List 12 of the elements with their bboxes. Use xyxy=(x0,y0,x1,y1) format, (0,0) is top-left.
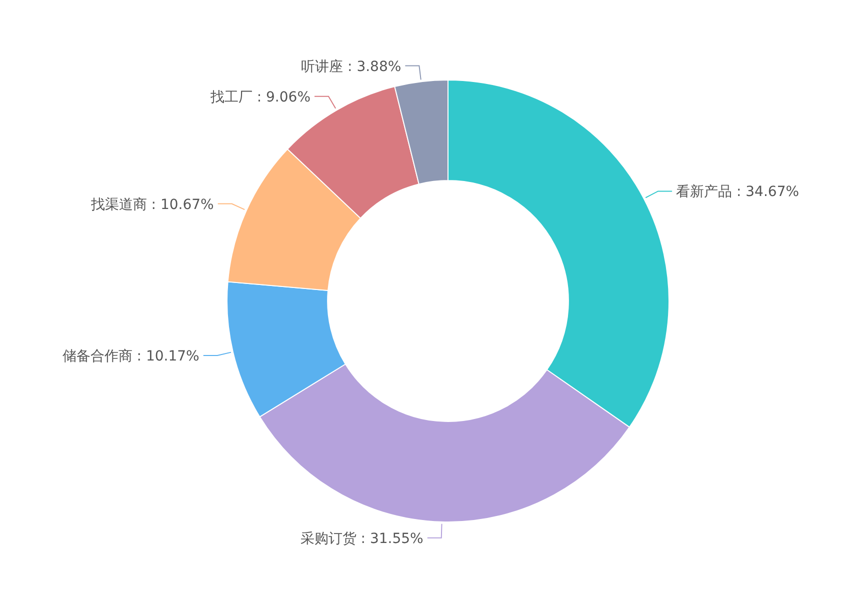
slice-label: 看新产品 xyxy=(676,184,732,200)
slice-label: 找渠道商 xyxy=(90,196,147,213)
data-label: : 31.55% xyxy=(356,530,424,547)
data-label: : 34.67% xyxy=(732,184,800,200)
slice-label: 听讲座 xyxy=(301,58,344,75)
data-label: : 3.88% xyxy=(343,58,402,75)
slice-label: 找工厂 xyxy=(209,89,252,106)
data-label: : 10.67% xyxy=(146,196,214,213)
slice-label: 储备合作商 xyxy=(62,348,132,365)
slice-label: 采购订货 xyxy=(300,530,356,547)
data-label: : 10.17% xyxy=(132,348,200,365)
data-label: : 9.06% xyxy=(252,89,311,106)
